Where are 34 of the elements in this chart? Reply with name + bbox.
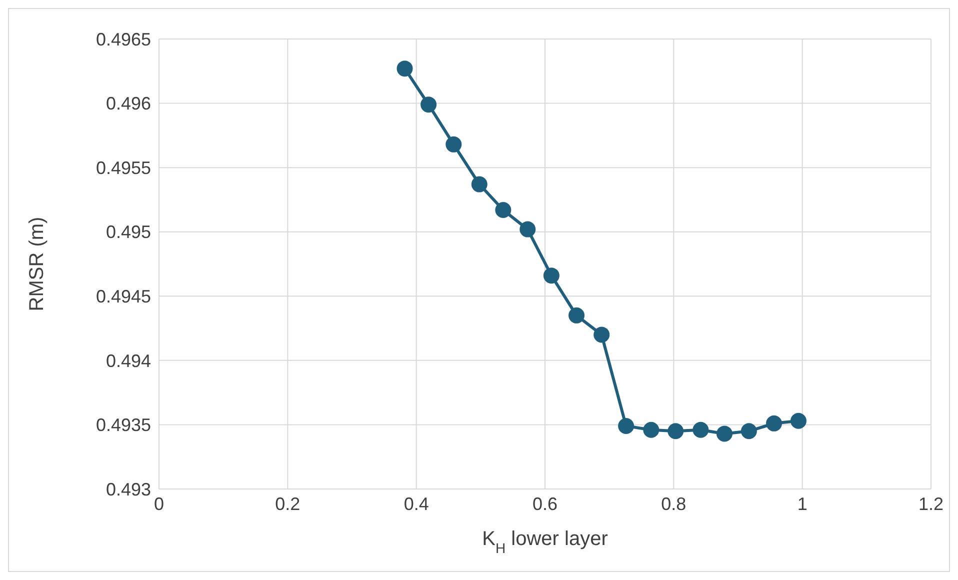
y-tick-label: 0.4965: [96, 29, 151, 50]
point: [668, 423, 684, 440]
x-tick-label: 0.2: [275, 494, 300, 514]
point: [594, 326, 610, 343]
point: [446, 136, 462, 152]
y-tick-label: 0.4945: [96, 286, 151, 307]
point: [420, 96, 437, 113]
point: [396, 60, 413, 77]
y-tick-label: 0.4935: [96, 415, 151, 436]
point: [643, 422, 660, 438]
point: [520, 221, 536, 238]
point: [495, 202, 512, 218]
point: [568, 307, 585, 324]
y-tick-label: 0.4955: [96, 158, 151, 178]
point: [790, 412, 806, 429]
x-tick-label: 0.8: [661, 494, 686, 514]
point: [692, 422, 709, 438]
x-tick-label: 0: [154, 494, 164, 514]
point: [766, 415, 782, 432]
y-tick-label: 0.494: [106, 350, 151, 371]
point: [740, 423, 757, 440]
point: [471, 176, 488, 192]
x-tick-label: 0.6: [532, 494, 558, 514]
point: [716, 426, 732, 442]
y-tick-label: 0.496: [106, 94, 151, 114]
y-axis-title: RMSR (m): [26, 216, 48, 312]
y-tick-label: 0.493: [106, 479, 151, 500]
x-axis-title: K$_{H}$ lower layer: [482, 528, 608, 556]
y-tick-label: 0.495: [106, 222, 151, 242]
x-tick-label: 1.2: [918, 494, 944, 514]
x-tick-label: 0.4: [404, 494, 429, 514]
point: [618, 418, 634, 434]
point: [543, 268, 560, 284]
x-tick-label: 1: [797, 494, 808, 514]
